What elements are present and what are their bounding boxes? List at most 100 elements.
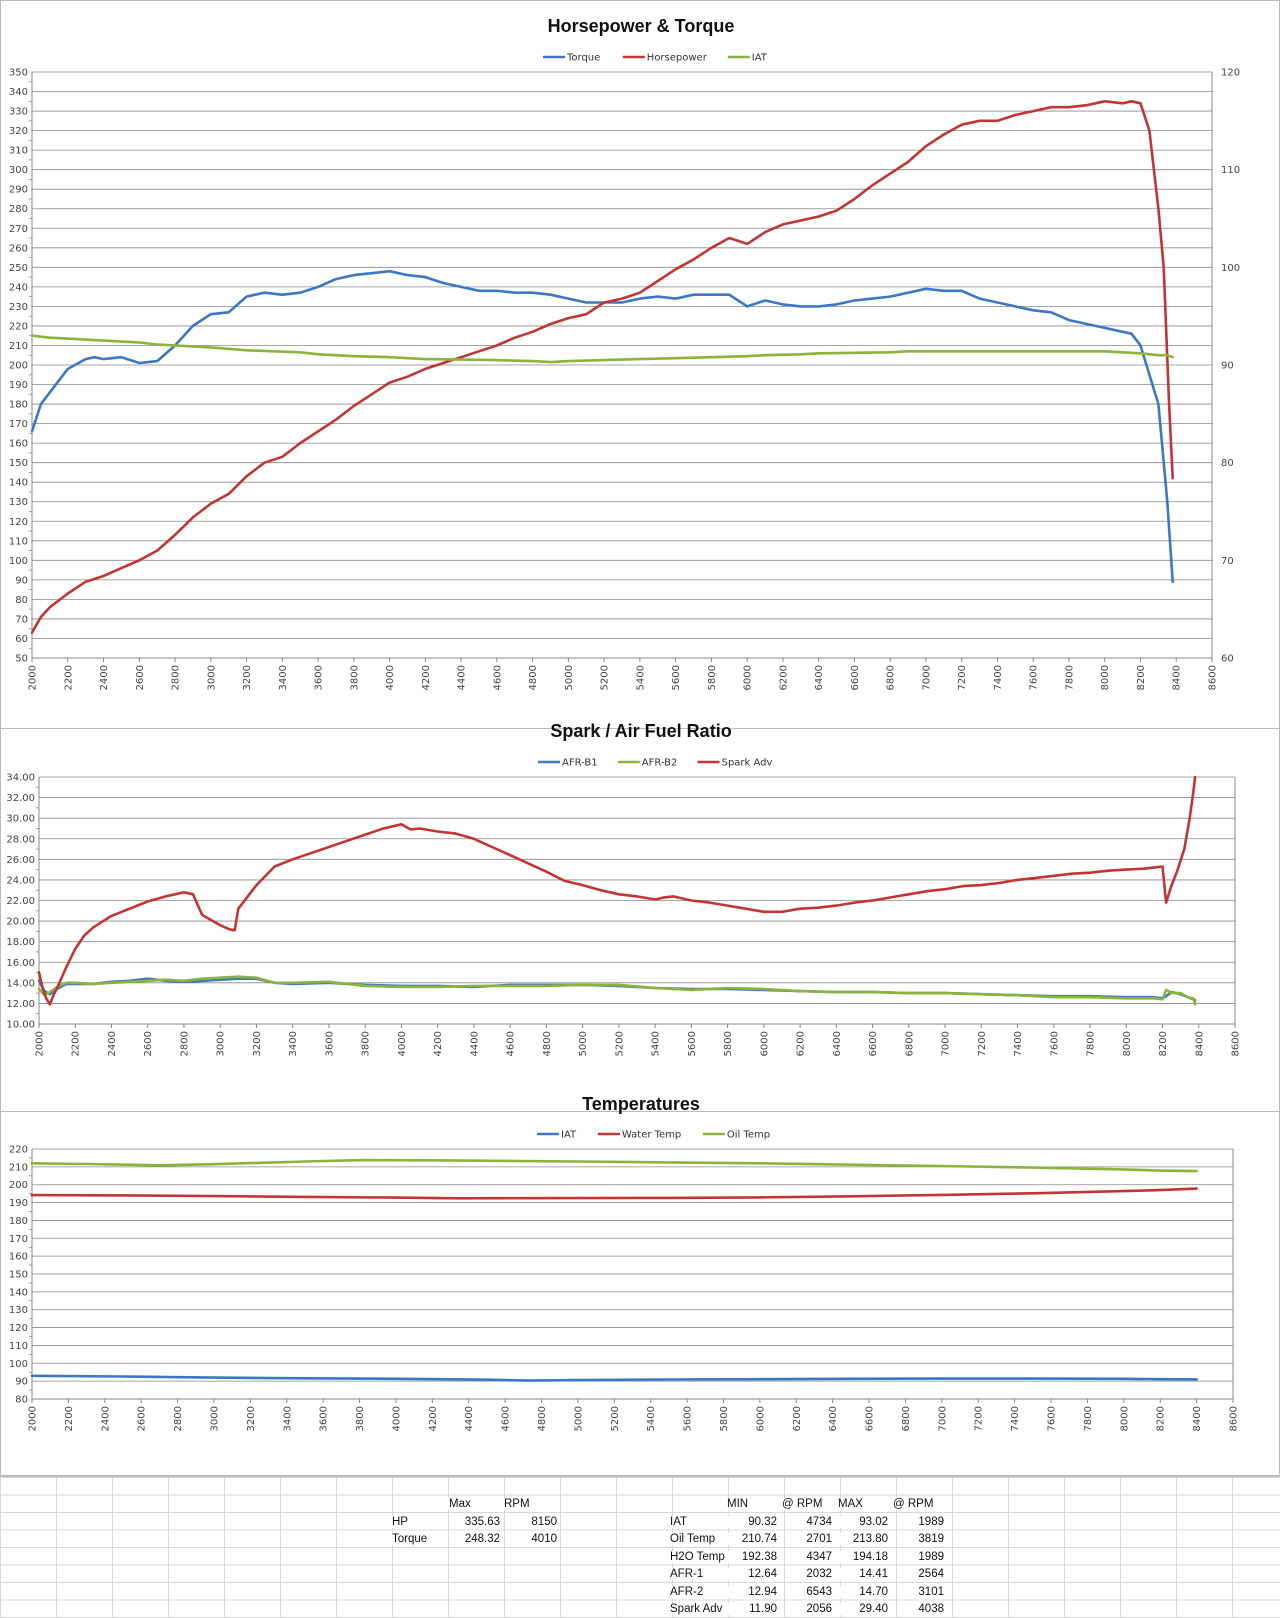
y-tick-label: 130 [9, 1305, 28, 1316]
x-tick-label: 7400 [1013, 1031, 1024, 1056]
series-line-water-temp [30, 1187, 1198, 1200]
x-tick-label: 2200 [63, 665, 74, 690]
legend-label-horsepower: Horsepower [647, 53, 708, 64]
x-tick-label: 4600 [506, 1031, 517, 1056]
x-tick-label: 5000 [578, 1031, 589, 1056]
y-tick-label: 90 [15, 575, 28, 586]
y-tick-label: 80 [15, 595, 28, 606]
x-tick-label: 6000 [759, 1031, 770, 1056]
x-tick-label: 8600 [1208, 665, 1219, 690]
x-tick-label: 5000 [573, 1406, 584, 1431]
x-tick-label: 5000 [564, 665, 575, 690]
x-tick-label: 5600 [671, 665, 682, 690]
y-tick-label: 26.00 [6, 855, 35, 866]
x-tick-label: 8200 [1156, 1406, 1167, 1431]
y-tick-label: 190 [9, 380, 28, 391]
y-tick-label: 120 [9, 1323, 28, 1334]
y-tick-label: 110 [9, 536, 28, 547]
y-tick-label: 230 [9, 302, 28, 313]
summary-left-rpm: 4010 [515, 1533, 559, 1545]
summary-right-max-rpm: 2564 [900, 1568, 946, 1580]
x-tick-label: 7600 [1049, 1031, 1060, 1056]
spark-afr-chart: Spark / Air Fuel Ratio 2000 2200 2400 2600 28… [0, 721, 1280, 1113]
summary-right-max-rpm: 4038 [900, 1603, 946, 1615]
x-tick-label: 3200 [246, 1406, 257, 1431]
x-tick-label: 6400 [832, 1031, 843, 1056]
x-tick-label: 5400 [646, 1406, 657, 1431]
x-tick-label: 4200 [433, 1031, 444, 1056]
y-tick-label: 200 [9, 361, 28, 372]
series-line-oil-temp [30, 1158, 1198, 1173]
x-tick-label: 2400 [99, 665, 110, 690]
x-tick-label: 5600 [687, 1031, 698, 1056]
x-tick-label: 3800 [361, 1031, 372, 1056]
x-tick-label: 3200 [252, 1031, 263, 1056]
summary-left-max: 335.63 [450, 1516, 502, 1528]
x-tick-label: 5200 [610, 1406, 621, 1431]
y-tick-label: 220 [9, 1145, 28, 1156]
series-line-spark-adv [37, 775, 1197, 1006]
summary-right-max: 213.80 [836, 1533, 890, 1545]
spark-afr-plot: Spark / Air Fuel Ratio 2000 2200 2400 2600 28… [6, 721, 1241, 1056]
horsepower-torque-plot: Horsepower & Torque 2000 2200 2400 2600 2800 3… [9, 16, 1240, 690]
x-tick-label: 4200 [421, 665, 432, 690]
x-tick-label: 6800 [904, 1031, 915, 1056]
x-tick-label: 6200 [792, 1406, 803, 1431]
x-tick-label: 2800 [179, 1031, 190, 1056]
x-tick-label: 6200 [778, 665, 789, 690]
x-tick-label: 2400 [100, 1406, 111, 1431]
x-tick-label: 4600 [492, 665, 503, 690]
x-tick-label: 3600 [324, 1031, 335, 1056]
x-tick-label: 5800 [723, 1031, 734, 1056]
x-tick-label: 7800 [1086, 1031, 1097, 1056]
x-tick-label: 6800 [886, 665, 897, 690]
y-tick-label: 12.00 [6, 999, 35, 1010]
summary-right-min-rpm: 2032 [790, 1568, 834, 1580]
x-tick-label: 2800 [171, 665, 182, 690]
y2-tick-label: 60 [1221, 654, 1234, 665]
x-tick-label: 4200 [428, 1406, 439, 1431]
summary-right-label: IAT [668, 1516, 690, 1528]
x-tick-label: 5400 [651, 1031, 662, 1056]
x-tick-label: 7000 [941, 1031, 952, 1056]
series-line-afr-b2 [37, 975, 1197, 1006]
y-tick-label: 180 [9, 400, 28, 411]
x-tick-label: 3400 [288, 1031, 299, 1056]
y2-tick-label: 120 [1221, 68, 1240, 79]
y-tick-label: 250 [9, 263, 28, 274]
y-tick-label: 16.00 [6, 958, 35, 969]
y-tick-label: 290 [9, 185, 28, 196]
x-tick-label: 2400 [107, 1031, 118, 1056]
x-tick-label: 8000 [1100, 665, 1111, 690]
x-tick-label: 6600 [850, 665, 861, 690]
x-tick-label: 4800 [528, 665, 539, 690]
legend-label-afr-b2: AFR-B2 [642, 758, 678, 769]
summary-right-min: 210.74 [725, 1533, 779, 1545]
legend-label-iat: IAT [561, 1130, 577, 1141]
x-tick-label: 3800 [355, 1406, 366, 1431]
x-tick-label: 7800 [1064, 665, 1075, 690]
chart-title: Horsepower & Torque [548, 16, 735, 36]
summary-right-label: AFR-1 [668, 1568, 706, 1580]
y-tick-label: 80 [15, 1395, 28, 1406]
summary-right-max: 93.02 [836, 1516, 890, 1528]
y-tick-label: 190 [9, 1198, 28, 1209]
x-tick-label: 6800 [901, 1406, 912, 1431]
x-tick-label: 7000 [921, 665, 932, 690]
y-tick-label: 140 [9, 478, 28, 489]
x-tick-label: 3400 [278, 665, 289, 690]
x-tick-label: 2800 [173, 1406, 184, 1431]
x-tick-label: 8400 [1194, 1031, 1205, 1056]
x-tick-label: 3200 [242, 665, 253, 690]
horsepower-torque-chart: Horsepower & Torque 2000 2200 2400 2600 2800 3… [0, 0, 1280, 730]
x-tick-label: 3600 [314, 665, 325, 690]
x-tick-label: 3600 [319, 1406, 330, 1431]
legend-label-oil-temp: Oil Temp [727, 1130, 770, 1141]
x-tick-label: 4000 [385, 665, 396, 690]
x-tick-label: 2000 [28, 665, 39, 690]
x-tick-label: 8200 [1158, 1031, 1169, 1056]
x-tick-label: 3000 [209, 1406, 220, 1431]
legend-label-spark-adv: Spark Adv [722, 758, 773, 769]
y-tick-label: 350 [9, 68, 28, 79]
summary-right-header-min: MIN [725, 1498, 751, 1510]
